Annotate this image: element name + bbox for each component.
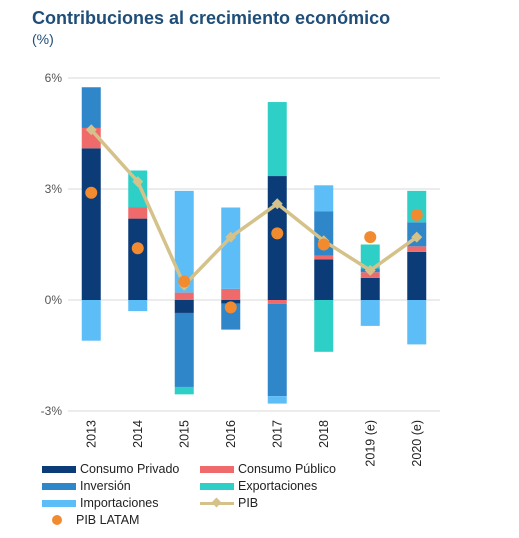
legend-item-importaciones: Importaciones: [42, 496, 159, 510]
y-tick-label: 0%: [45, 293, 63, 307]
legend-item-pib-latam: PIB LATAM: [42, 513, 139, 527]
legend-swatch-consumo-publico: [200, 465, 234, 473]
pib-latam-point-2019-e: [364, 231, 377, 244]
bar-exportaciones-2018: [314, 300, 334, 352]
bar-exportaciones-2017: [267, 102, 287, 177]
bar-consumo-publico-2017: [267, 300, 287, 304]
y-tick-label: -3%: [41, 404, 63, 418]
legend-swatch-exportaciones: [200, 482, 234, 490]
x-tick-label: 2015: [177, 420, 191, 448]
bar-consumo-publico-2016: [221, 288, 241, 300]
bar-consumo-publico-2018: [314, 255, 334, 260]
pib-line-layer: [85, 124, 423, 291]
bar-importaciones-2020-e: [407, 300, 427, 345]
pib-latam-point-2018: [317, 238, 330, 251]
bar-consumo-privado-2019-e: [360, 277, 380, 300]
bar-consumo-privado-2013: [81, 148, 101, 300]
bar-consumo-publico-2015: [174, 292, 194, 300]
pib-marker-2020-e: [411, 231, 423, 243]
legend-swatch-pib: [200, 498, 234, 508]
bar-consumo-privado-2020-e: [407, 251, 427, 300]
axis-labels: -3% 0% 3% 6% 2013 2014 2015 2016 2017 2018 2019 (e…: [41, 71, 424, 467]
bar-exportaciones-2019-e: [360, 244, 380, 269]
legend-label-consumo-privado: Consumo Privado: [80, 462, 180, 476]
x-tick-label: 2017: [270, 420, 284, 448]
pib-latam-dots: [85, 186, 423, 314]
legend-item-consumo-publico: Consumo Público: [200, 462, 336, 476]
bar-exportaciones-2015: [174, 386, 194, 395]
bar-inversion-2015: [174, 312, 194, 387]
pib-marker-2017: [271, 198, 283, 210]
legend-label-pib: PIB: [238, 496, 259, 510]
pib-latam-point-2020-e: [410, 208, 423, 221]
bar-importaciones-2017: [267, 396, 287, 404]
pib-latam-point-2015: [178, 275, 191, 288]
legend-label-importaciones: Importaciones: [80, 496, 159, 510]
legend-label-inversion: Inversión: [80, 479, 131, 493]
bar-importaciones-2015: [174, 190, 194, 293]
legend-item-exportaciones: Exportaciones: [200, 479, 317, 493]
pib-latam-point-2017: [271, 227, 284, 240]
legend-swatch-importaciones: [42, 499, 76, 507]
y-tick-label: 6%: [45, 71, 63, 85]
pib-latam-point-2016: [224, 301, 237, 314]
bar-consumo-privado-2018: [314, 259, 334, 300]
pib-marker-2013: [85, 124, 97, 136]
bar-consumo-publico-2020-e: [407, 246, 427, 252]
bar-segments: [81, 87, 427, 404]
grid-lines: [68, 77, 440, 412]
bar-importaciones-2013: [81, 300, 101, 341]
bar-consumo-publico-2014: [128, 207, 148, 219]
pib-line: [89, 128, 418, 287]
pib-latam-point-2014: [131, 242, 144, 255]
legend-item-pib: PIB: [200, 496, 258, 510]
bar-inversion-2017: [267, 303, 287, 397]
legend-swatch-pib-latam: [52, 515, 62, 525]
pib-marker-2014: [132, 176, 144, 188]
legend-label-consumo-publico: Consumo Público: [238, 462, 336, 476]
x-tick-label: 2020 (e): [410, 420, 424, 467]
bar-importaciones-2019-e: [360, 300, 380, 326]
bar-consumo-privado-2015: [174, 300, 194, 313]
bar-exportaciones-2014: [128, 170, 148, 208]
x-tick-label: 2019 (e): [363, 420, 377, 467]
bar-importaciones-2014: [128, 300, 148, 312]
legend-item-consumo-privado: Consumo Privado: [42, 462, 179, 476]
bar-importaciones-2018: [314, 185, 334, 212]
legend-label-pib-latam: PIB LATAM: [76, 513, 140, 527]
x-tick-label: 2018: [317, 420, 331, 448]
x-tick-label: 2013: [84, 420, 98, 448]
chart-title: Contribuciones al crecimiento económico: [32, 8, 391, 28]
bar-inversion-2013: [81, 87, 101, 128]
pib-latam-point-2013: [85, 186, 98, 199]
bar-consumo-privado-2014: [128, 218, 148, 300]
x-tick-label: 2014: [131, 420, 145, 448]
pib-marker-2019-e: [364, 264, 376, 276]
chart-subtitle: (%): [32, 31, 54, 47]
y-tick-label: 3%: [45, 182, 63, 196]
x-tick-label: 2016: [224, 420, 238, 448]
bar-importaciones-2016: [221, 207, 241, 289]
legend-item-inversion: Inversión: [42, 479, 131, 493]
pib-marker-2016: [225, 231, 237, 243]
legend-label-exportaciones: Exportaciones: [238, 479, 318, 493]
legend-swatch-consumo-privado: [42, 465, 76, 473]
legend-swatch-inversion: [42, 482, 76, 490]
